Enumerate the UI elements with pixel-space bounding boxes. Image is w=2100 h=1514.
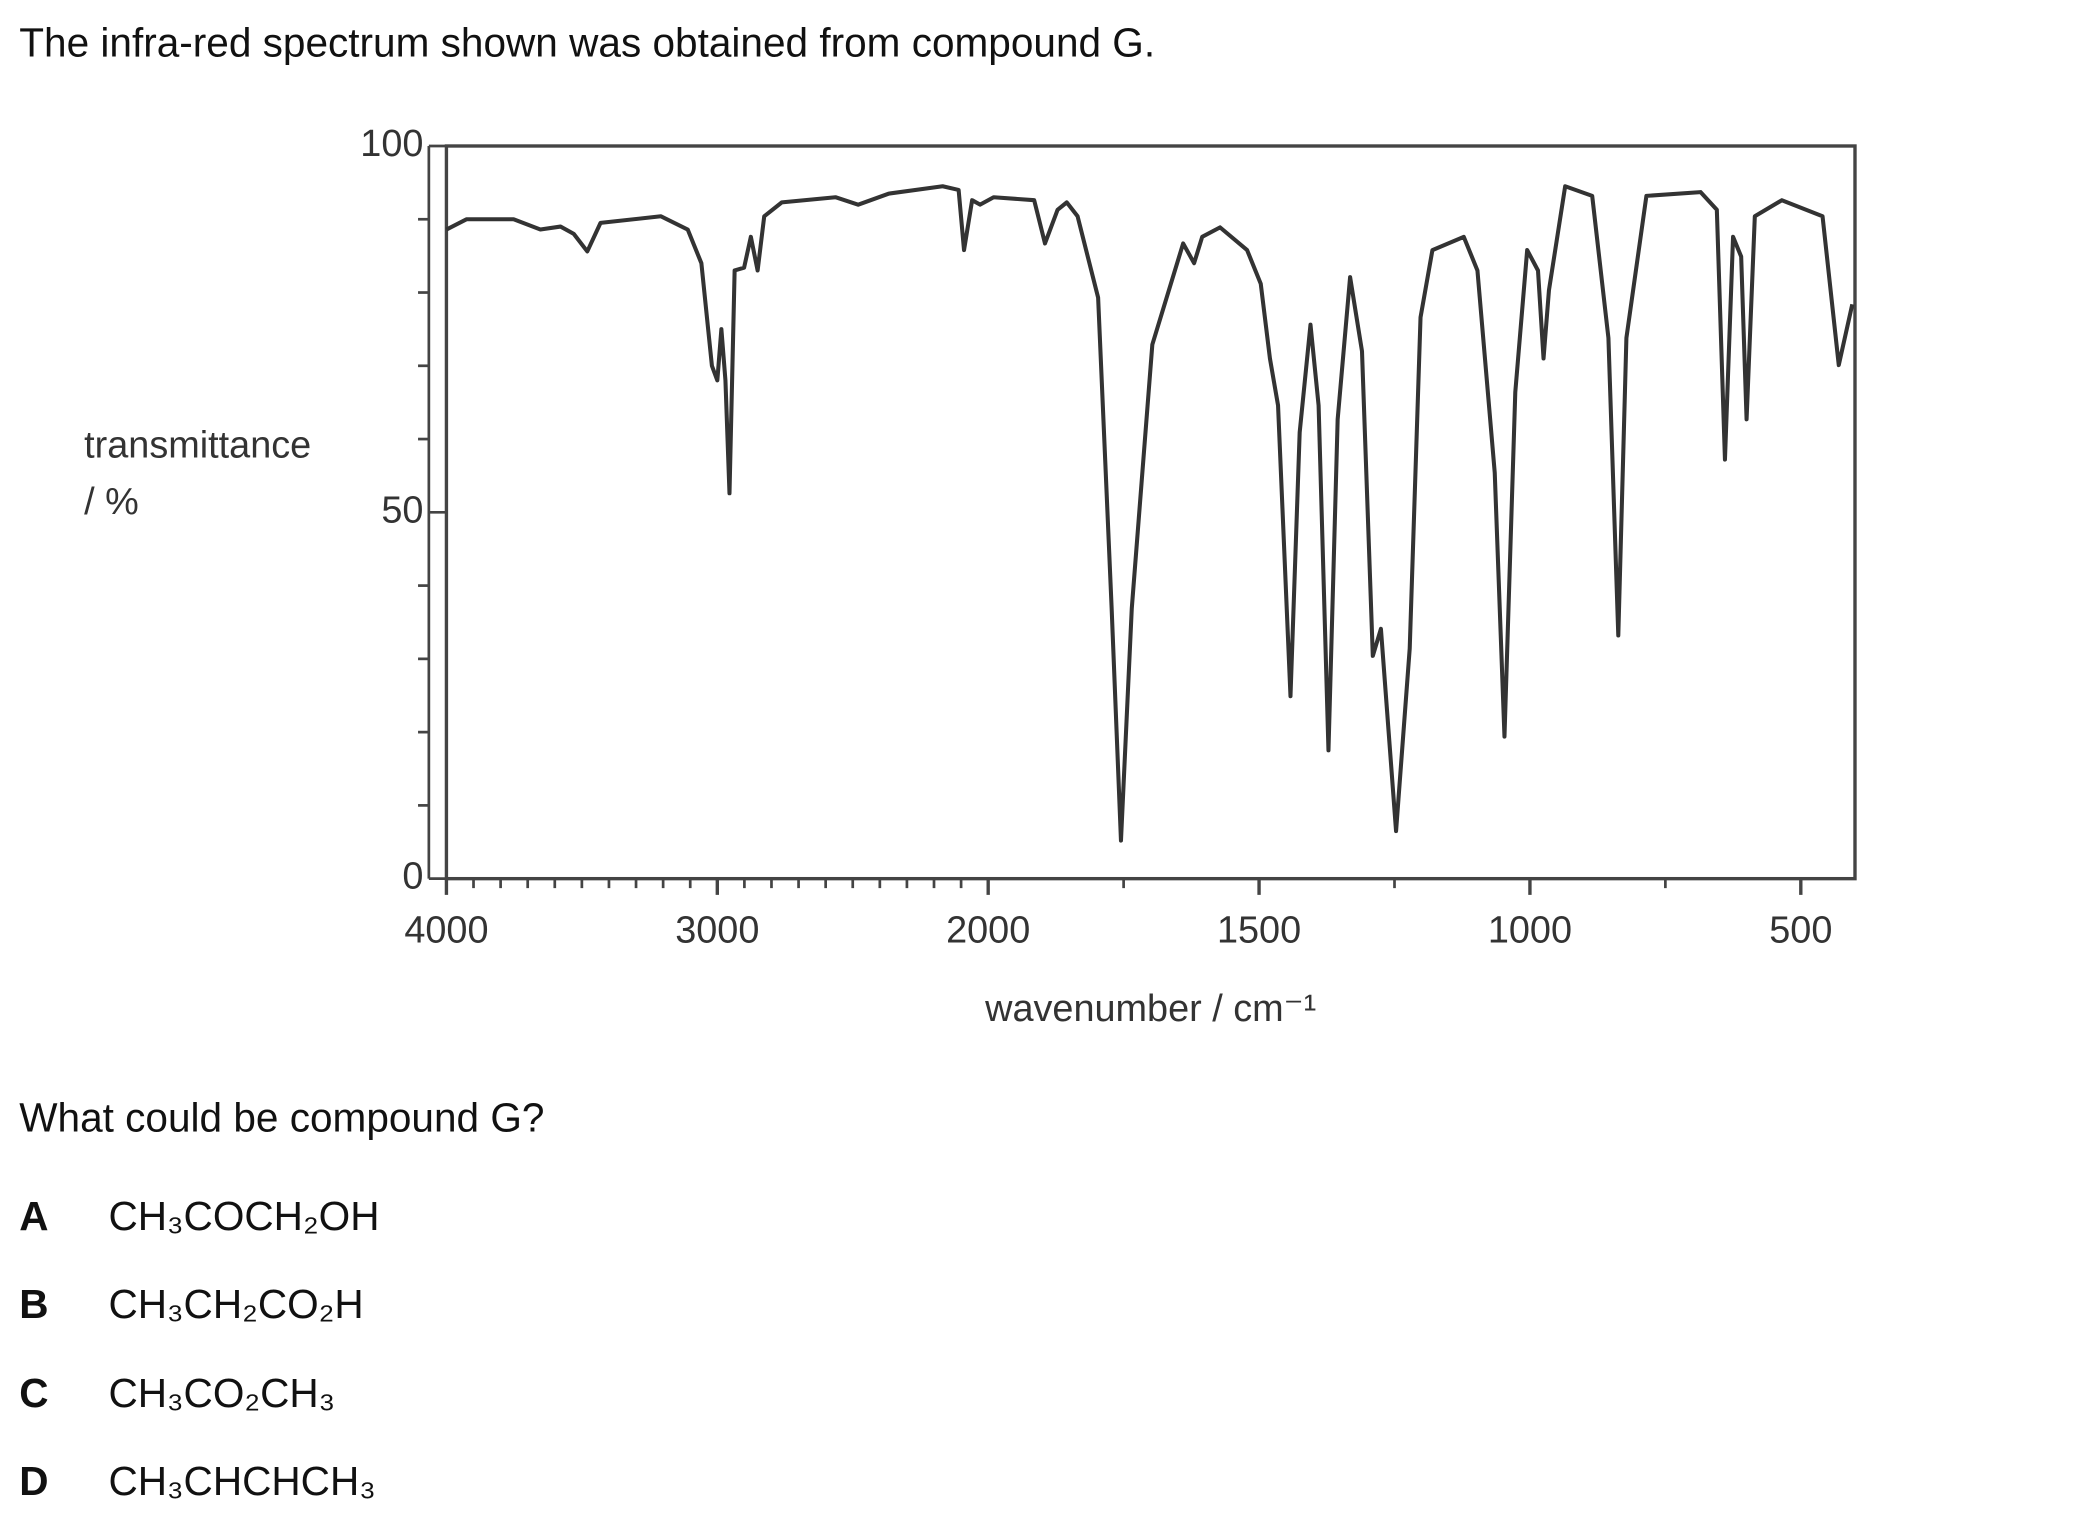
- y-tick-label: 50: [381, 489, 423, 531]
- y-tick-label: 100: [360, 123, 423, 165]
- x-tick-label: 4000: [404, 910, 488, 952]
- option-letter: D: [19, 1458, 48, 1504]
- option-formula: CH₃CH₂CO₂H: [108, 1281, 363, 1327]
- y-axis-label: / %: [84, 481, 139, 523]
- option-formula: CH₃COCH₂OH: [108, 1193, 379, 1239]
- y-tick-label: 0: [402, 856, 423, 898]
- question: The infra-red spectrum shown was obtaine…: [19, 20, 1155, 66]
- option-formula: CH₃CO₂CH₃: [108, 1370, 335, 1416]
- option-letter: C: [19, 1370, 48, 1416]
- option-letter: A: [19, 1193, 48, 1239]
- plot-frame: [444, 144, 1857, 881]
- x-tick-label: 3000: [675, 910, 759, 952]
- x-tick-label: 2000: [946, 910, 1030, 952]
- x-axis-label: wavenumber / cm⁻¹: [984, 988, 1316, 1030]
- spectrum-line: [445, 184, 1855, 843]
- x-tick-label: 1000: [1488, 910, 1572, 952]
- x-tick-label: 1500: [1217, 910, 1301, 952]
- x-tick-label: 500: [1769, 910, 1832, 952]
- prompt: What could be compound G?: [19, 1094, 544, 1140]
- option-formula: CH₃CHCHCH₃: [108, 1458, 375, 1504]
- option-letter: B: [19, 1281, 48, 1327]
- y-axis-label: transmittance: [84, 424, 311, 466]
